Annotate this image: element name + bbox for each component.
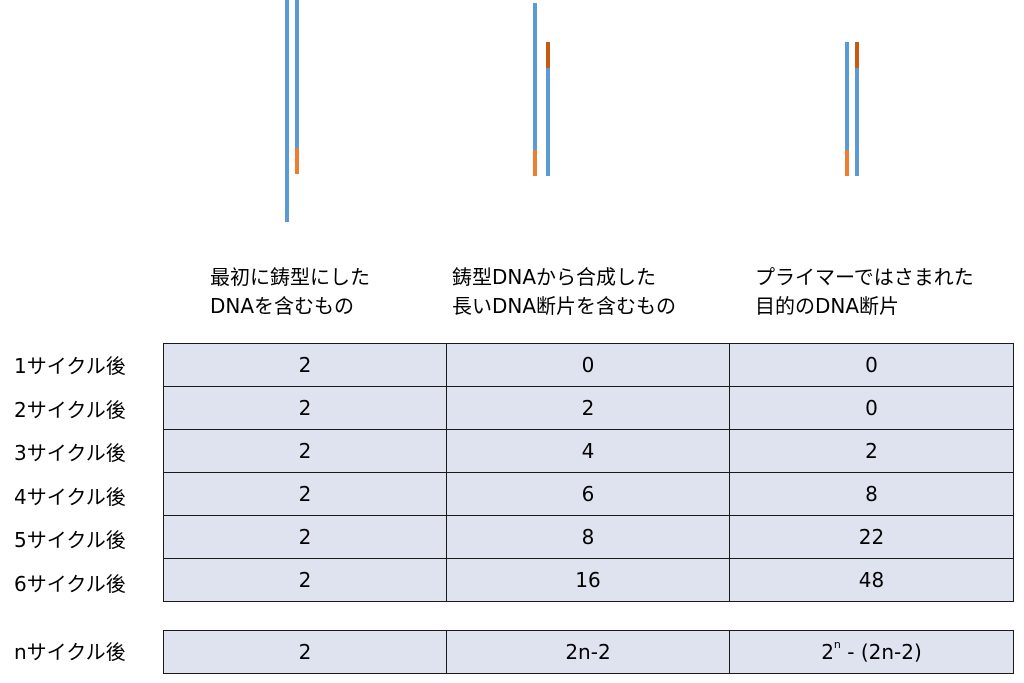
table-cell: 0: [729, 343, 1014, 387]
synthesized-strand: [546, 68, 550, 176]
target-strand-left: [845, 42, 849, 150]
column-header-line: 鋳型DNAから合成した: [452, 265, 657, 289]
primer-segment-top: [546, 42, 550, 68]
template-strand-short: [295, 0, 299, 148]
formula-base: 2: [821, 640, 834, 664]
table-row: 2 0 0: [163, 343, 1014, 387]
template-strand-long: [285, 0, 289, 222]
table-row: 2 16 48: [163, 558, 1014, 602]
table-row: 2 2 0: [163, 386, 1014, 430]
table-row: 2 6 8: [163, 472, 1014, 516]
column-header-line: プライマーではさまれた: [755, 265, 974, 289]
formula-rest: - (2n-2): [840, 640, 922, 664]
cycle-count-table: 2 0 0 2 2 0 2 4 2 2 6 8 2 8 22 2 16 48: [163, 343, 1014, 602]
row-label: 3サイクル後: [14, 441, 126, 465]
primer-segment-right: [855, 42, 859, 68]
table-cell: 2: [446, 386, 730, 430]
table-row: 2 8 22: [163, 515, 1014, 559]
table-cell: 2n-2: [446, 630, 730, 674]
table-cell: 16: [446, 558, 730, 602]
target-strand-right: [855, 68, 859, 176]
table-row: 2 4 2: [163, 429, 1014, 473]
table-cell: 8: [446, 515, 730, 559]
template-strand: [533, 3, 537, 150]
table-cell: 0: [446, 343, 730, 387]
formula-cell: 2n - (2n-2): [729, 630, 1014, 674]
column-header-long-fragment: 鋳型DNAから合成した 長いDNA断片を含むもの: [452, 263, 676, 321]
table-cell: 4: [446, 429, 730, 473]
column-header-line: DNAを含むもの: [210, 294, 355, 318]
table-cell: 22: [729, 515, 1014, 559]
column-header-line: 目的のDNA断片: [755, 294, 900, 318]
table-cell: 2: [163, 472, 447, 516]
column-header-target-fragment: プライマーではさまれた 目的のDNA断片: [755, 263, 974, 321]
column-header-line: 長いDNA断片を含むもの: [452, 294, 677, 318]
table-row: 2 2n-2 2n - (2n-2): [163, 630, 1014, 674]
primer-segment-bottom: [533, 150, 537, 176]
row-label: 4サイクル後: [14, 485, 126, 509]
column-header-original: 最初に鋳型にした DNAを含むもの: [210, 263, 370, 321]
table-cell: 6: [446, 472, 730, 516]
table-cell: 0: [729, 386, 1014, 430]
primer-segment: [295, 148, 299, 174]
row-label-general: nサイクル後: [14, 640, 126, 664]
table-cell: 2: [163, 558, 447, 602]
row-label: 1サイクル後: [14, 354, 126, 378]
table-cell: 48: [729, 558, 1014, 602]
general-formula-table: 2 2n-2 2n - (2n-2): [163, 630, 1014, 674]
row-label: 5サイクル後: [14, 528, 126, 552]
table-cell: 2: [163, 386, 447, 430]
table-cell: 2: [163, 630, 447, 674]
column-header-line: 最初に鋳型にした: [210, 265, 370, 289]
primer-segment-left: [845, 150, 849, 176]
table-cell: 2: [729, 429, 1014, 473]
formula-exponent: n: [833, 638, 841, 652]
table-cell: 2: [163, 343, 447, 387]
table-cell: 8: [729, 472, 1014, 516]
table-cell: 2: [163, 515, 447, 559]
table-cell: 2: [163, 429, 447, 473]
row-label: 6サイクル後: [14, 572, 126, 596]
row-label: 2サイクル後: [14, 398, 126, 422]
